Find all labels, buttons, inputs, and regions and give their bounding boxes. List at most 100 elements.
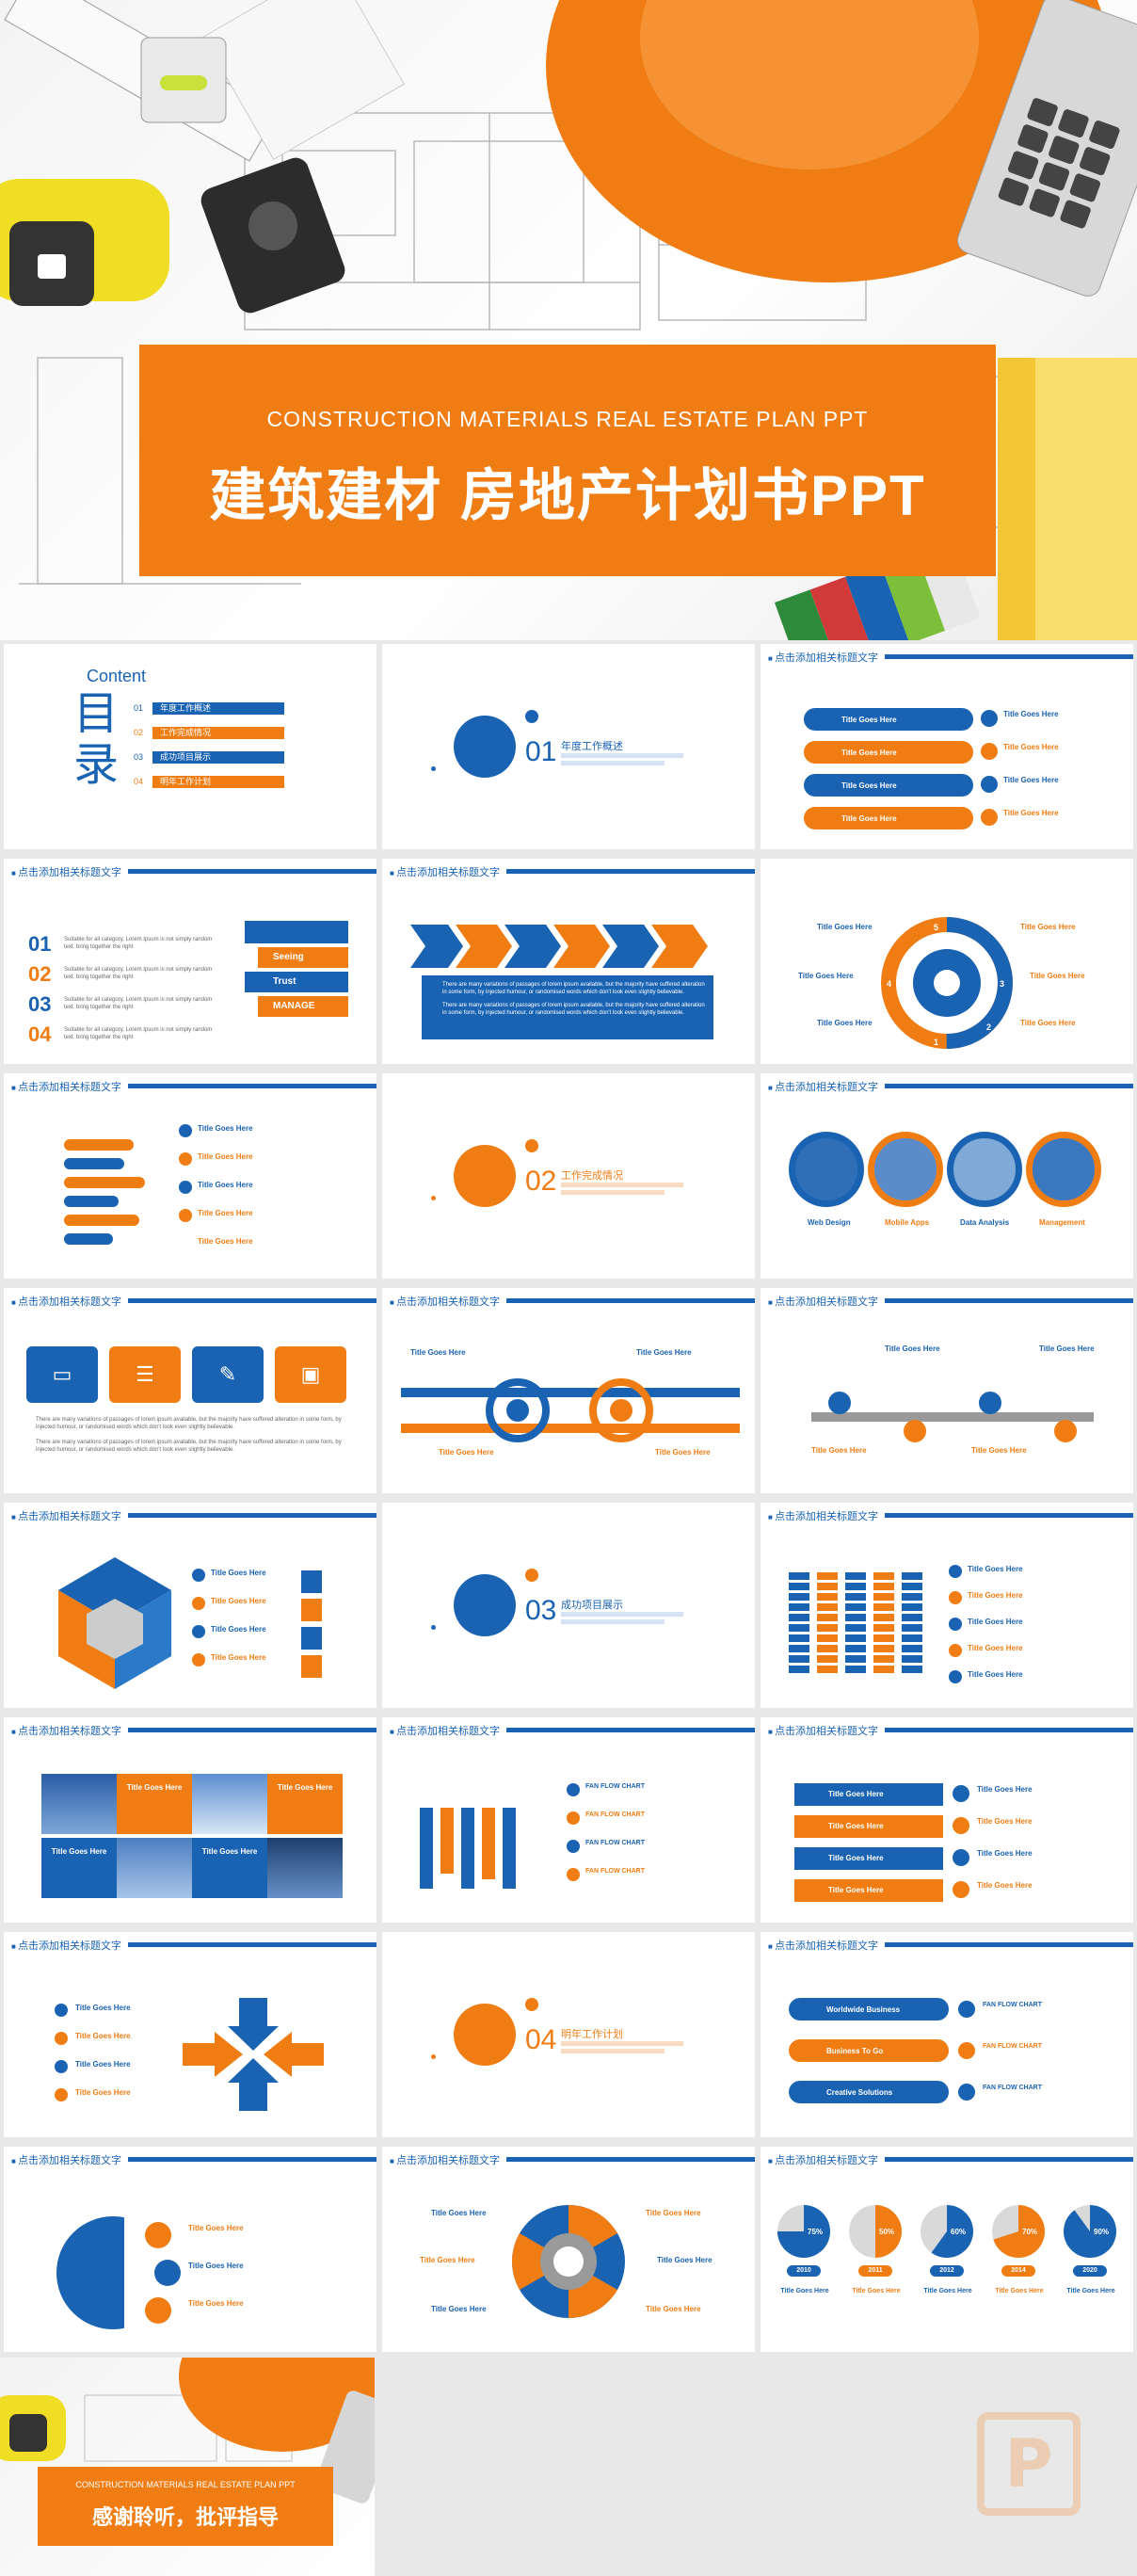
side-block: [301, 1627, 322, 1650]
photo-tile: [41, 1774, 117, 1834]
slide-pies[interactable]: 点击添加相关标题文字 75% 50% 60% 70% 90% 2010 Title Goe…: [761, 2147, 1133, 2352]
toc-item[interactable]: 03 成功项目展示: [134, 748, 284, 766]
flow-pill[interactable]: Creative Solutions: [789, 2081, 949, 2103]
pill-item[interactable]: Title Goes Here: [804, 774, 973, 797]
pie-year-badge: 2014: [1001, 2265, 1035, 2277]
pen-icon: [145, 2297, 171, 2324]
pie-percent-label: 60%: [951, 2228, 966, 2236]
pie-year-badge: 2020: [1073, 2265, 1107, 2277]
pill-item[interactable]: Title Goes Here: [804, 708, 973, 731]
section-dot-small: [431, 1196, 436, 1200]
vertical-bar: [503, 1808, 516, 1889]
list-number: 02: [28, 962, 52, 986]
toc-item[interactable]: 01 年度工作概述: [134, 699, 284, 717]
toc-item[interactable]: 02 工作完成情况: [134, 723, 284, 742]
photo-circle: [947, 1132, 1022, 1207]
arrow-item[interactable]: Title Goes Here: [794, 1879, 943, 1902]
slide-cycle[interactable]: 6 5 4 3 1 2 Title Goes Here Title Goes H…: [761, 859, 1133, 1064]
section-desc-line: [561, 761, 665, 765]
bar: [64, 1196, 119, 1207]
bullet-icon: [953, 1849, 969, 1866]
slide-chevrons[interactable]: 点击添加相关标题文字 There are many variations of …: [382, 859, 755, 1064]
slide-title-bar: [885, 1513, 1133, 1518]
slide-title-bar: [885, 2157, 1133, 2162]
item-title: Title Goes Here: [188, 2299, 244, 2308]
blueprint-illustration: [0, 0, 1137, 640]
timeline-label: Title Goes Here: [811, 1446, 867, 1455]
thanks-title: 感谢聆听，批评指导: [91, 2505, 279, 2529]
circle-caption: Web Design: [808, 1218, 851, 1227]
slide-title-bar: [506, 1298, 755, 1303]
section-dot-small: [431, 2054, 436, 2059]
bullet-icon: [55, 2032, 68, 2045]
flow-pill[interactable]: Worldwide Business: [789, 1998, 949, 2021]
pie-title: Title Goes Here: [852, 2288, 901, 2294]
slide-wave-links[interactable]: 点击添加相关标题文字 Title Goes Here Title Goes He…: [382, 1288, 755, 1493]
slide-icon-tiles[interactable]: 点击添加相关标题文字 ▭ ☰ ✎ ▣ There are many variat…: [4, 1288, 376, 1493]
slide-photo-grid[interactable]: 点击添加相关标题文字 Title Goes Here Title Goes He…: [4, 1717, 376, 1923]
pin-icon: [145, 2222, 171, 2248]
item-title: Title Goes Here: [1003, 710, 1059, 718]
slide-cube[interactable]: 点击添加相关标题文字 Title Goes Here Title Goes He…: [4, 1503, 376, 1708]
cycle-label: Title Goes Here: [817, 1019, 873, 1027]
slide-title: 点击添加相关标题文字: [11, 1723, 121, 1738]
slide-thermometers[interactable]: 点击添加相关标题文字 Title Goes Here Title Goes He…: [761, 1503, 1133, 1708]
item-title: Title Goes Here: [968, 1565, 1023, 1573]
pie-charts: 75% 50% 60% 70% 90%: [777, 2205, 1116, 2258]
side-block: [301, 1570, 322, 1593]
item-title: FAN FLOW CHART: [585, 1868, 645, 1875]
slide-section-01[interactable]: 01 年度工作概述: [382, 644, 755, 849]
item-title: FAN FLOW CHART: [983, 2002, 1042, 2008]
pie-year-badge: 2012: [930, 2265, 964, 2277]
slide-title: 点击添加相关标题文字: [768, 1294, 878, 1309]
cover-slide[interactable]: CONSTRUCTION MATERIALS REAL ESTATE PLAN …: [0, 0, 1137, 640]
cover-title-banner: CONSTRUCTION MATERIALS REAL ESTATE PLAN …: [139, 345, 996, 576]
item-title: Title Goes Here: [211, 1569, 266, 1577]
slide-section-04[interactable]: 04 明年工作计划: [382, 1932, 755, 2137]
item-title: Title Goes Here: [1003, 776, 1059, 784]
section-number: 02: [525, 1166, 557, 1197]
bullet-icon: [949, 1565, 962, 1578]
arrow-item[interactable]: Title Goes Here: [794, 1815, 943, 1838]
slide-converge[interactable]: 点击添加相关标题文字 Title Goes Here Title Goes He…: [4, 1932, 376, 2137]
bullet-icon: [567, 1840, 580, 1853]
section-dot: [525, 1139, 538, 1152]
arrow-item[interactable]: Title Goes Here: [794, 1783, 943, 1806]
slide-four-circles[interactable]: 点击添加相关标题文字 Web Design Mobile Apps Data A…: [761, 1073, 1133, 1279]
slide-half-circle[interactable]: 点击添加相关标题文字 Title Goes Here Title Goes He…: [4, 2147, 376, 2352]
slide-toc[interactable]: Content 目 录 01 年度工作概述 02 工作完成情况 03 成功项目展…: [4, 644, 376, 849]
thank-you-slide[interactable]: CONSTRUCTION MATERIALS REAL ESTATE PLAN …: [0, 2358, 375, 2576]
arrow-item[interactable]: Title Goes Here: [794, 1847, 943, 1870]
chevron-row: [410, 925, 708, 968]
slide-section-03[interactable]: 03 成功项目展示: [382, 1503, 755, 1708]
pill-item[interactable]: Title Goes Here: [804, 741, 973, 764]
cycle-label: Title Goes Here: [817, 923, 873, 931]
slide-bars[interactable]: 点击添加相关标题文字 Title Goes Here Title Goes He…: [4, 1073, 376, 1279]
flow-pill[interactable]: Business To Go: [789, 2039, 949, 2062]
slide-section-02[interactable]: 02 工作完成情况: [382, 1073, 755, 1279]
vertical-bar: [482, 1808, 495, 1879]
hub-label: Title Goes Here: [431, 2209, 487, 2217]
bullet-icon: [953, 1881, 969, 1898]
item-title: Title Goes Here: [968, 1644, 1023, 1652]
slide-title: 点击添加相关标题文字: [768, 1723, 878, 1738]
slide-pill-list[interactable]: 点击添加相关标题文字 Title Goes Here Title Goes He…: [761, 644, 1133, 849]
slide-hub[interactable]: 点击添加相关标题文字 Title Goes Here Title Goes He…: [382, 2147, 755, 2352]
pie-title: Title Goes Here: [780, 2288, 829, 2294]
text-tile: Title Goes Here: [41, 1838, 117, 1898]
side-block: [301, 1655, 322, 1678]
slide-timeline-drops[interactable]: 点击添加相关标题文字 Title Goes Here Title Goes He…: [761, 1288, 1133, 1493]
slide-numbered-arrows[interactable]: 点击添加相关标题文字 01 02 03 04 Suitable for all …: [4, 859, 376, 1064]
slide-arrow-list[interactable]: 点击添加相关标题文字 Title Goes Here Title Goes He…: [761, 1717, 1133, 1923]
bullet-icon: [55, 2060, 68, 2073]
pill-item[interactable]: Title Goes Here: [804, 807, 973, 829]
slide-flow3[interactable]: 点击添加相关标题文字 Worldwide Business Business T…: [761, 1932, 1133, 2137]
slide-title-bar: [128, 1084, 376, 1088]
slide-fan-flow[interactable]: 点击添加相关标题文字 FAN FLOW CHART FAN FLOW CHART…: [382, 1717, 755, 1923]
item-title: Title Goes Here: [977, 1849, 1033, 1858]
cycle-number: 1: [934, 1038, 939, 1047]
item-title: Title Goes Here: [1003, 809, 1059, 817]
toc-item[interactable]: 04 明年工作计划: [134, 772, 284, 791]
photo-tile: [192, 1774, 267, 1834]
timeline-label: Title Goes Here: [1039, 1344, 1095, 1353]
